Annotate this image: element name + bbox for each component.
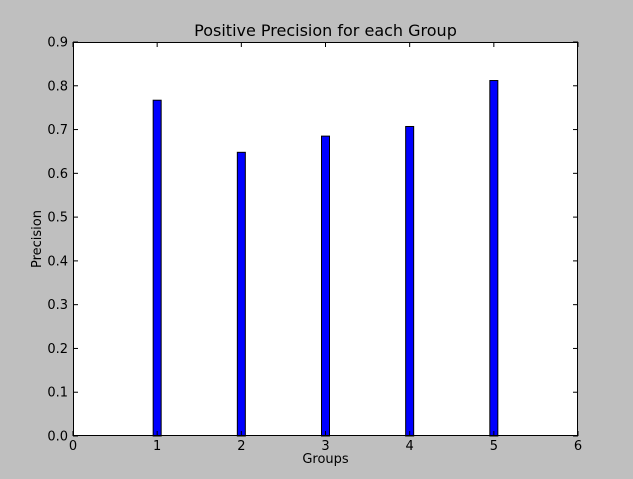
y-tick-label: 0.4 (47, 254, 68, 269)
bar-group-1 (152, 99, 162, 437)
chart-title: Positive Precision for each Group (194, 21, 457, 40)
x-tick-label: 5 (490, 439, 498, 454)
x-tick-label: 0 (69, 439, 77, 454)
bar-group-3 (321, 135, 330, 437)
x-tick-label: 3 (321, 439, 329, 454)
x-axis-label: Groups (302, 452, 349, 467)
bar-group-2 (236, 151, 246, 437)
x-tick-label: 2 (237, 439, 245, 454)
bar-group-4 (405, 125, 415, 437)
x-tick-label: 4 (406, 439, 414, 454)
y-tick-label: 0.9 (47, 36, 68, 51)
bar-group-5 (489, 80, 499, 437)
x-tick-label: 6 (574, 439, 582, 454)
y-tick-label: 0.6 (47, 167, 68, 182)
y-tick-label: 0.7 (47, 123, 68, 138)
x-tick-label: 1 (153, 439, 161, 454)
y-tick-label: 0.8 (47, 79, 68, 94)
y-tick-label: 0.3 (47, 298, 68, 313)
y-tick-label: 0.1 (47, 386, 68, 401)
y-tick-label: 0.2 (47, 342, 68, 357)
plot-frame (73, 42, 578, 436)
y-tick-label: 0.5 (47, 211, 68, 226)
y-axis-label: Precision (30, 210, 45, 268)
y-tick-label: 0.0 (47, 430, 68, 445)
